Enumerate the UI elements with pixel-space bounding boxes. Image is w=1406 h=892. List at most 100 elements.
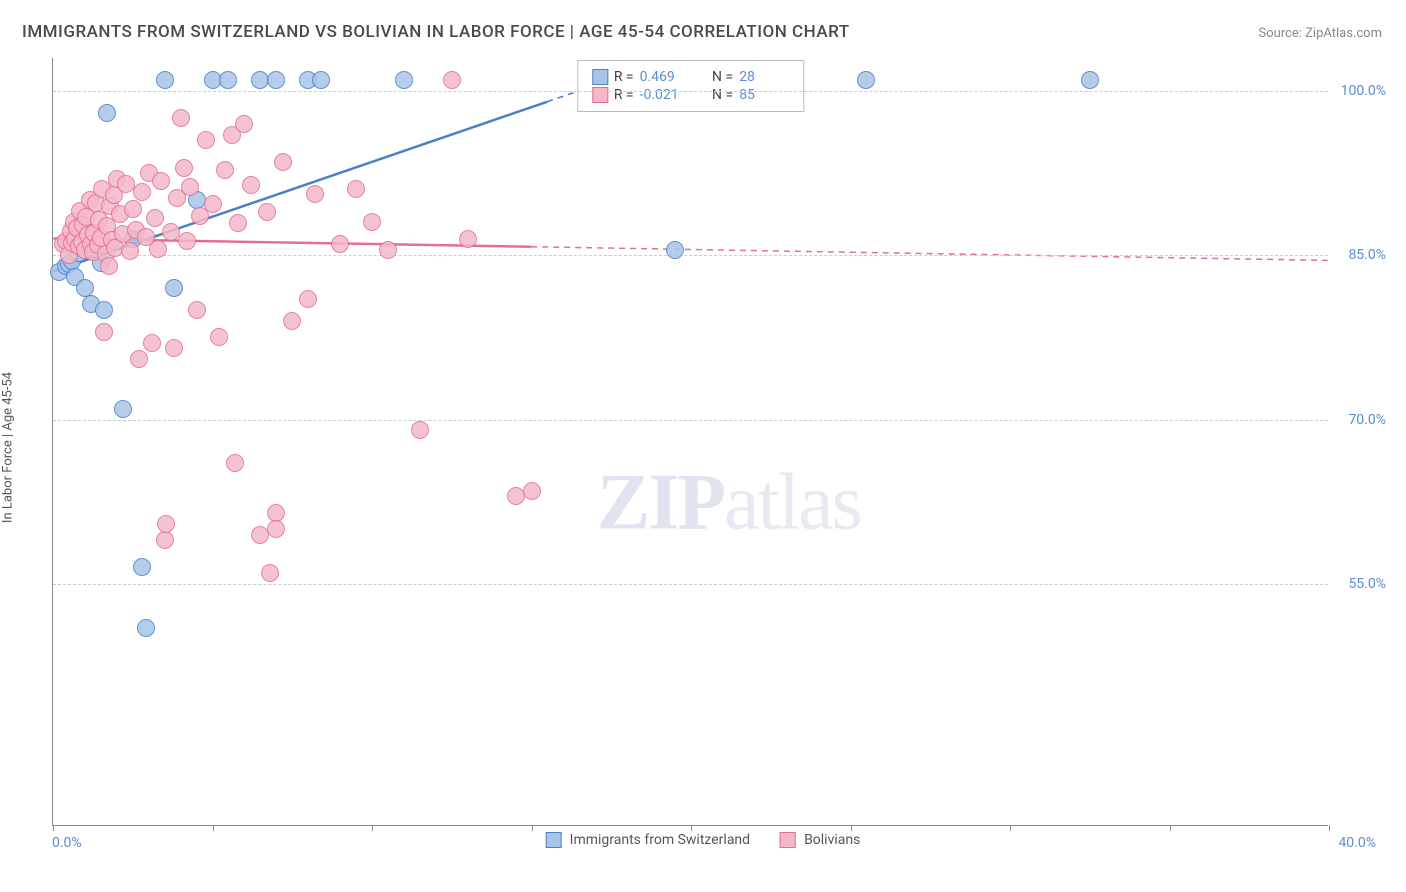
gridline-h bbox=[53, 91, 1328, 92]
legend-swatch bbox=[780, 832, 796, 848]
legend-swatch bbox=[592, 69, 608, 85]
scatter-point bbox=[165, 339, 183, 357]
correlation-legend: R = 0.469 N = 28R = -0.021 N = 85 bbox=[577, 60, 804, 112]
scatter-point bbox=[156, 71, 174, 89]
scatter-point bbox=[76, 279, 94, 297]
scatter-point bbox=[175, 159, 193, 177]
scatter-point bbox=[347, 180, 365, 198]
scatter-point bbox=[523, 482, 541, 500]
scatter-point bbox=[210, 328, 228, 346]
y-tick-label: 55.0% bbox=[1348, 576, 1386, 592]
legend-r-label: R = bbox=[614, 69, 634, 85]
scatter-point bbox=[181, 178, 199, 196]
scatter-point bbox=[204, 195, 222, 213]
x-tick-mark bbox=[213, 825, 214, 831]
legend-series-name: Bolivians bbox=[804, 832, 860, 848]
scatter-point bbox=[114, 400, 132, 418]
scatter-point bbox=[267, 71, 285, 89]
scatter-point bbox=[306, 185, 324, 203]
trend-line-dashed bbox=[531, 247, 1327, 261]
watermark-thin: atlas bbox=[724, 458, 861, 546]
legend-row: R = 0.469 N = 28 bbox=[592, 69, 789, 85]
scatter-point bbox=[274, 153, 292, 171]
scatter-point bbox=[124, 200, 142, 218]
scatter-point bbox=[149, 240, 167, 258]
legend-n-label: N = bbox=[712, 69, 733, 85]
chart-plot-area: R = 0.469 N = 28R = -0.021 N = 85 ZIPatl… bbox=[52, 58, 1328, 826]
trend-lines-layer bbox=[53, 58, 1328, 825]
scatter-point bbox=[156, 531, 174, 549]
chart-title: IMMIGRANTS FROM SWITZERLAND VS BOLIVIAN … bbox=[22, 22, 850, 42]
legend-n-label: N = bbox=[712, 87, 733, 103]
scatter-point bbox=[152, 172, 170, 190]
scatter-point bbox=[267, 504, 285, 522]
x-tick-mark bbox=[851, 825, 852, 831]
x-tick-mark bbox=[372, 825, 373, 831]
scatter-point bbox=[331, 235, 349, 253]
legend-r-label: R = bbox=[614, 87, 634, 103]
source-label: Source: ZipAtlas.com bbox=[1258, 26, 1382, 41]
scatter-point bbox=[312, 71, 330, 89]
scatter-point bbox=[133, 183, 151, 201]
scatter-point bbox=[137, 619, 155, 637]
legend-item: Immigrants from Switzerland bbox=[546, 832, 750, 848]
scatter-point bbox=[379, 241, 397, 259]
scatter-point bbox=[242, 176, 260, 194]
scatter-point bbox=[165, 279, 183, 297]
scatter-point bbox=[261, 564, 279, 582]
scatter-point bbox=[197, 131, 215, 149]
x-tick-mark bbox=[1010, 825, 1011, 831]
scatter-point bbox=[143, 334, 161, 352]
x-axis-min-label: 0.0% bbox=[52, 835, 82, 851]
scatter-point bbox=[133, 558, 151, 576]
scatter-point bbox=[146, 209, 164, 227]
scatter-point bbox=[411, 421, 429, 439]
x-tick-mark bbox=[53, 825, 54, 831]
scatter-point bbox=[98, 104, 116, 122]
scatter-point bbox=[219, 71, 237, 89]
scatter-point bbox=[395, 71, 413, 89]
legend-series-name: Immigrants from Switzerland bbox=[570, 832, 750, 848]
scatter-point bbox=[121, 242, 139, 260]
scatter-point bbox=[258, 203, 276, 221]
scatter-point bbox=[95, 301, 113, 319]
scatter-point bbox=[459, 230, 477, 248]
legend-item: Bolivians bbox=[780, 832, 860, 848]
scatter-point bbox=[283, 312, 301, 330]
scatter-point bbox=[1081, 71, 1099, 89]
scatter-point bbox=[229, 214, 247, 232]
y-tick-label: 70.0% bbox=[1348, 412, 1386, 428]
scatter-point bbox=[130, 350, 148, 368]
scatter-point bbox=[100, 257, 118, 275]
scatter-point bbox=[188, 301, 206, 319]
scatter-point bbox=[216, 161, 234, 179]
y-axis-label: In Labor Force | Age 45-54 bbox=[1, 372, 16, 523]
scatter-point bbox=[666, 241, 684, 259]
watermark: ZIPatlas bbox=[597, 457, 861, 548]
x-tick-mark bbox=[691, 825, 692, 831]
scatter-point bbox=[157, 515, 175, 533]
scatter-point bbox=[363, 213, 381, 231]
y-tick-label: 85.0% bbox=[1348, 247, 1386, 263]
gridline-h bbox=[53, 584, 1328, 585]
scatter-point bbox=[95, 323, 113, 341]
scatter-point bbox=[443, 71, 461, 89]
gridline-h bbox=[53, 255, 1328, 256]
scatter-point bbox=[299, 290, 317, 308]
scatter-point bbox=[267, 520, 285, 538]
legend-r-value: -0.021 bbox=[640, 87, 690, 103]
legend-n-value: 85 bbox=[739, 87, 789, 103]
scatter-point bbox=[857, 71, 875, 89]
watermark-bold: ZIP bbox=[597, 458, 724, 546]
series-legend: Immigrants from Switzerland Bolivians bbox=[546, 832, 861, 848]
x-tick-mark bbox=[1329, 825, 1330, 831]
scatter-point bbox=[226, 454, 244, 472]
legend-swatch bbox=[592, 87, 608, 103]
x-tick-mark bbox=[532, 825, 533, 831]
scatter-point bbox=[178, 232, 196, 250]
scatter-point bbox=[235, 115, 253, 133]
gridline-h bbox=[53, 420, 1328, 421]
legend-r-value: 0.469 bbox=[640, 69, 690, 85]
x-axis-max-label: 40.0% bbox=[1338, 835, 1376, 851]
legend-row: R = -0.021 N = 85 bbox=[592, 87, 789, 103]
